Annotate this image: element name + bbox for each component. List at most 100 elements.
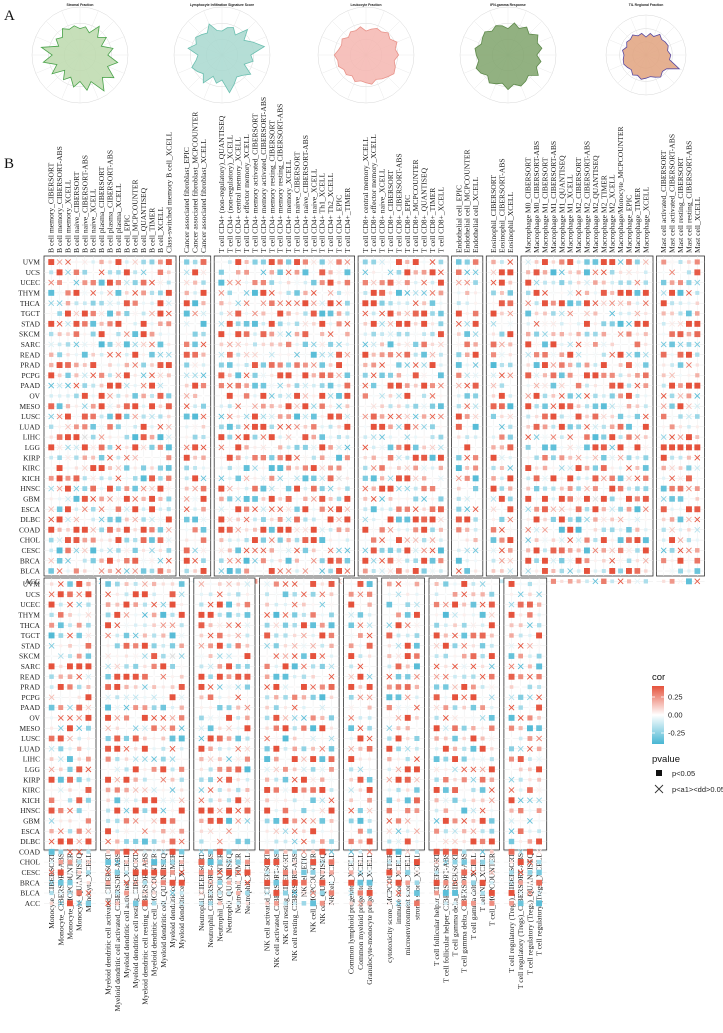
heatmap-cell (116, 486, 121, 491)
heatmap-cell (158, 496, 163, 501)
heatmap-cell-nonsig (488, 694, 495, 701)
heatmap-cell (319, 558, 325, 564)
heatmap-cell (618, 568, 623, 574)
heatmap-cell (396, 798, 401, 802)
row-label: TGCT (21, 309, 41, 318)
heatmap-cell (453, 654, 457, 658)
heatmap-cell (499, 516, 505, 522)
heatmap-cell (593, 384, 597, 388)
heatmap-cell (82, 486, 88, 491)
heatmap-cell (405, 869, 411, 875)
heatmap-cell-nonsig (310, 362, 317, 368)
heatmap-cell (227, 747, 231, 751)
heatmap-cell (618, 393, 623, 399)
heatmap-cell (77, 684, 82, 690)
heatmap-cell (286, 362, 291, 368)
heatmap-cell-nonsig (470, 663, 477, 670)
heatmap-cell (452, 797, 458, 803)
heatmap-cell-nonsig (178, 653, 185, 660)
heatmap-cell (600, 465, 607, 471)
column-label: B cell_TIMER (148, 207, 157, 253)
column-label: Myeloid dendritic cell activated_XCELL (122, 853, 131, 978)
heatmap-cell-nonsig (429, 259, 436, 265)
heatmap-cell (264, 674, 270, 679)
heatmap-cell (133, 602, 138, 607)
heatmap-cell-nonsig (141, 581, 148, 587)
heatmap-cell (414, 766, 420, 773)
heatmap-cell (115, 891, 120, 895)
column-label: Neutrophil_CIBERSORT (197, 853, 206, 931)
heatmap-cell (438, 321, 444, 327)
heatmap-cell (216, 673, 223, 680)
heatmap-cell-nonsig (490, 320, 497, 327)
heatmap-cell (208, 869, 214, 875)
heatmap-cell (617, 320, 624, 327)
heatmap-cell (536, 869, 542, 876)
heatmap-cell-nonsig (677, 434, 684, 441)
heatmap-cell (336, 321, 342, 327)
heatmap-cell (76, 704, 83, 711)
heatmap-cell (363, 538, 367, 542)
heatmap-cell-nonsig (56, 537, 63, 544)
heatmap-cell (286, 445, 291, 450)
heatmap-cell (320, 715, 325, 720)
heatmap-cell (695, 538, 699, 542)
heatmap-cell (500, 311, 504, 316)
heatmap-cell (278, 404, 282, 408)
heatmap-cell (328, 622, 335, 629)
heatmap-cell (302, 444, 308, 450)
heatmap-cell (357, 890, 363, 896)
heatmap-cell (669, 341, 675, 348)
heatmap-cell (82, 537, 88, 543)
heatmap-cell-nonsig (132, 725, 139, 732)
heatmap-cell (295, 497, 299, 501)
heatmap-cell-nonsig (642, 557, 649, 564)
heatmap-cell (387, 644, 391, 648)
heatmap-cell (480, 829, 485, 834)
heatmap-cell-nonsig (302, 454, 309, 461)
heatmap-cell (387, 279, 394, 286)
heatmap-cell-nonsig (507, 413, 514, 420)
heatmap-cell (413, 341, 419, 347)
heatmap-cell (396, 537, 402, 543)
heatmap-cell (413, 558, 418, 563)
heatmap-cell (295, 435, 299, 439)
heatmap-cell (123, 735, 129, 741)
column-label: Common myeloid progenitor_XCELL (356, 853, 365, 970)
heatmap-cell-nonsig (442, 838, 449, 845)
heatmap-cell-nonsig (264, 642, 271, 649)
column-label: Mast cell_XCELL (693, 196, 702, 253)
heatmap-cell-nonsig (412, 423, 419, 430)
heatmap-cell-nonsig (508, 663, 515, 670)
heatmap-cell-nonsig (319, 341, 326, 348)
heatmap-cell (198, 622, 205, 629)
heatmap-cell (327, 300, 334, 307)
heatmap-cell (465, 487, 469, 490)
heatmap-cell (465, 559, 469, 563)
heatmap-cell (200, 259, 207, 265)
row-label: THYM (18, 611, 40, 620)
heatmap-cell (518, 623, 523, 628)
heatmap-cell (76, 581, 83, 587)
heatmap-cell (201, 506, 206, 512)
heatmap-cell-nonsig (357, 663, 364, 670)
heatmap-cell (568, 507, 572, 511)
heatmap-cell (584, 507, 590, 512)
heatmap-cell-nonsig (542, 537, 548, 544)
heatmap-cell (507, 403, 514, 410)
heatmap-cell (270, 373, 274, 377)
heatmap-cell (593, 342, 598, 347)
cor-legend-title: cor (652, 672, 665, 683)
heatmap-cell (274, 602, 279, 607)
heatmap-cell (430, 331, 435, 337)
heatmap-cell (244, 612, 251, 618)
heatmap-cell (575, 516, 582, 523)
heatmap-cell-nonsig (404, 485, 411, 492)
heatmap-cell (618, 373, 623, 378)
column-label: Endothelial cell_XCELL (471, 177, 480, 253)
heatmap-cell-nonsig (533, 372, 540, 379)
heatmap-cell (609, 568, 616, 574)
heatmap-cell (319, 372, 325, 379)
heatmap-cell-nonsig (192, 423, 199, 430)
column-label: T cell CD4+ memory resting_CIBERSORT (267, 120, 276, 253)
